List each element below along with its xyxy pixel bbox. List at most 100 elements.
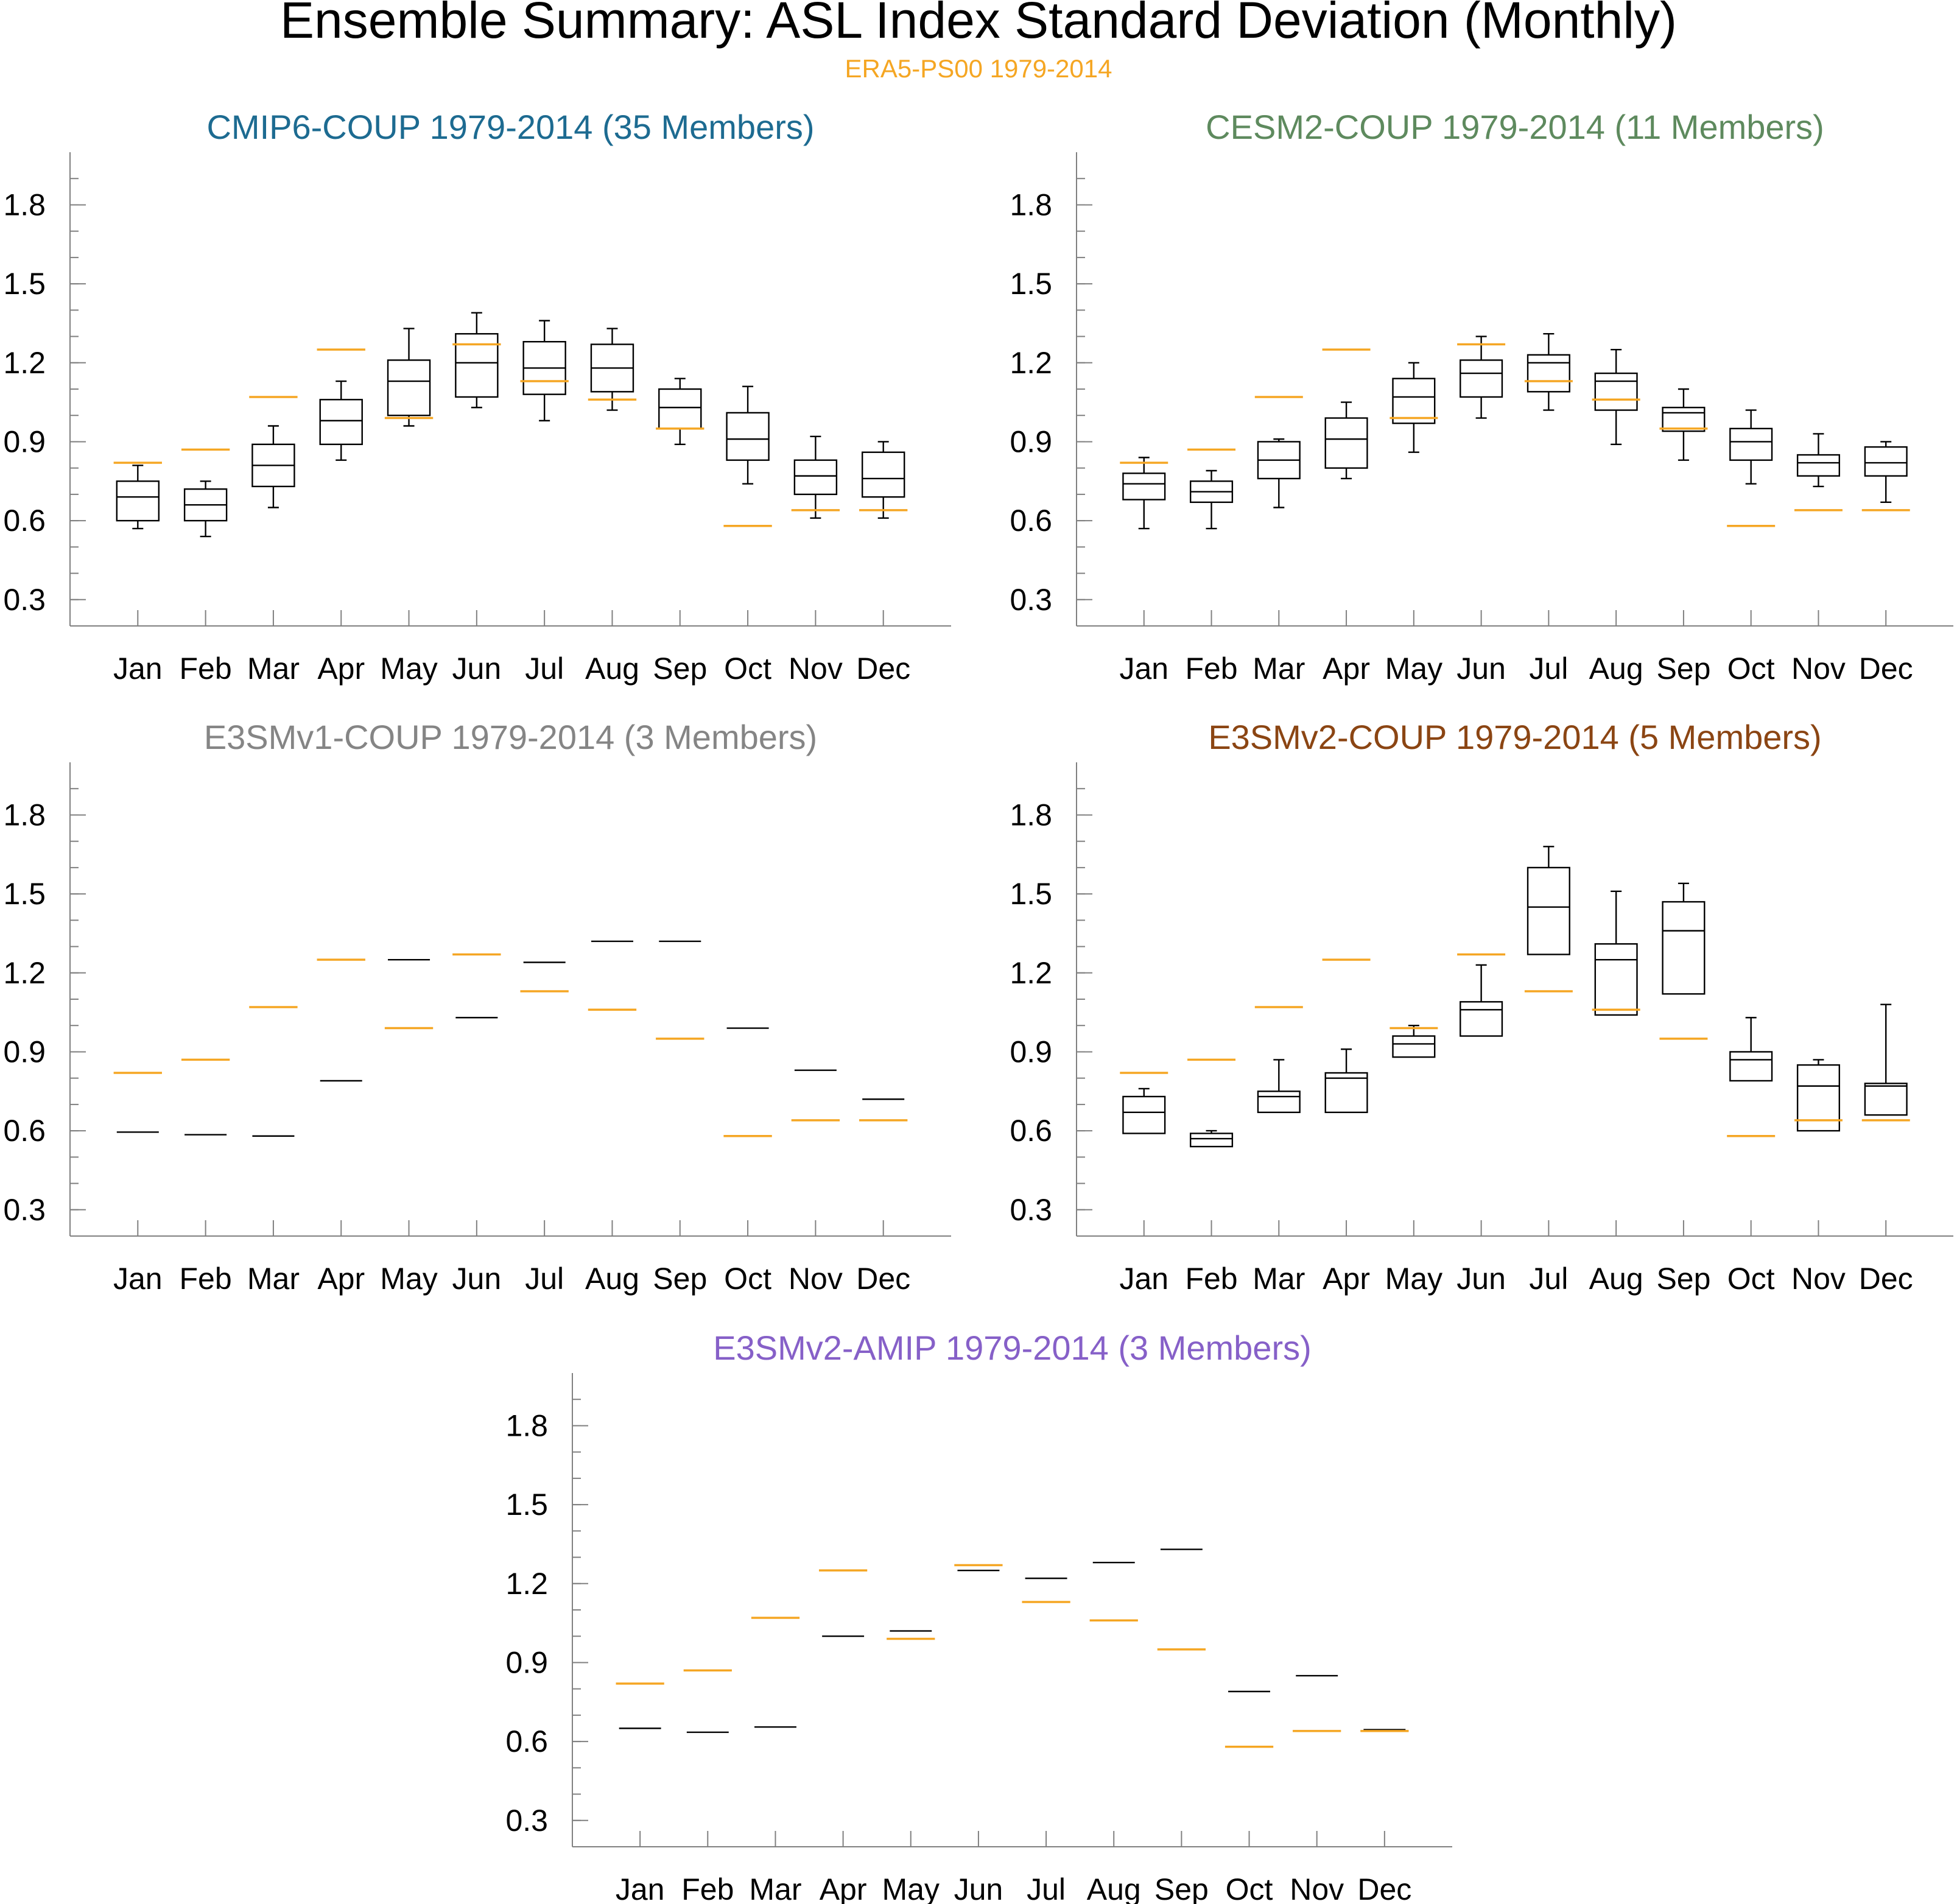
panel-3: E3SMv1-COUP 1979-2014 (3 Members) 0.3 0.6 0… bbox=[3, 718, 951, 1296]
y-tick-label: 1.5 bbox=[505, 1488, 548, 1522]
x-tick-label: Mar bbox=[749, 1872, 801, 1904]
figure-title: Ensemble Summary: ASL Index Standard Dev… bbox=[280, 0, 1677, 49]
box-iqr bbox=[116, 480, 160, 522]
box-jun bbox=[1460, 335, 1503, 419]
box-feb bbox=[1189, 469, 1234, 530]
y-tick-label: 0.3 bbox=[3, 583, 46, 617]
box-iqr bbox=[1594, 372, 1638, 411]
x-tick-label: Jul bbox=[1529, 1262, 1568, 1296]
panel-title: E3SMv1-COUP 1979-2014 (3 Members) bbox=[204, 718, 817, 756]
x-tick-label: Dec bbox=[1859, 652, 1913, 686]
box-iqr bbox=[1527, 866, 1570, 955]
x-tick-label: Apr bbox=[317, 1262, 365, 1296]
x-tick-label: Aug bbox=[585, 652, 639, 686]
x-tick-label: Nov bbox=[789, 652, 843, 686]
x-tick-label: Dec bbox=[1357, 1872, 1411, 1904]
x-tick-label: Apr bbox=[317, 652, 365, 686]
box-aug bbox=[1594, 890, 1638, 1016]
y-tick-label: 0.3 bbox=[3, 1193, 46, 1227]
box-iqr bbox=[1122, 1095, 1166, 1134]
x-tick-label: Feb bbox=[681, 1872, 734, 1904]
box-iqr bbox=[1460, 359, 1503, 398]
box-apr bbox=[1324, 1048, 1368, 1114]
x-tick-label: Jul bbox=[1027, 1872, 1066, 1904]
x-tick-label: Sep bbox=[1656, 652, 1710, 686]
box-jan bbox=[116, 465, 160, 530]
box-iqr bbox=[1864, 446, 1908, 477]
x-tick-label: Jun bbox=[452, 652, 502, 686]
y-tick-label: 1.5 bbox=[1010, 267, 1052, 301]
x-tick-label: Nov bbox=[1791, 1262, 1846, 1296]
x-tick-label: Jun bbox=[954, 1872, 1003, 1904]
y-tick-label: 0.3 bbox=[505, 1804, 548, 1838]
box-iqr bbox=[726, 412, 770, 461]
x-tick-label: Oct bbox=[724, 1262, 771, 1296]
y-tick-label: 0.6 bbox=[3, 504, 46, 538]
box-jul bbox=[1527, 846, 1570, 955]
x-tick-label: Feb bbox=[180, 652, 232, 686]
x-tick-label: Jan bbox=[1119, 652, 1168, 686]
x-tick-label: Sep bbox=[1656, 1262, 1710, 1296]
box-aug bbox=[590, 328, 634, 411]
x-tick-label: Aug bbox=[1087, 1872, 1141, 1904]
x-tick-label: Jan bbox=[1119, 1262, 1168, 1296]
box-iqr bbox=[1392, 1035, 1436, 1058]
panel-title: CMIP6-COUP 1979-2014 (35 Members) bbox=[206, 108, 814, 146]
y-tick-label: 0.6 bbox=[1010, 504, 1052, 538]
box-iqr bbox=[319, 399, 363, 445]
x-tick-label: Jun bbox=[1456, 1262, 1506, 1296]
y-tick-label: 0.3 bbox=[1010, 583, 1052, 617]
x-tick-label: Jul bbox=[525, 652, 564, 686]
x-tick-label: Feb bbox=[1185, 1262, 1237, 1296]
box-aug bbox=[1594, 348, 1638, 445]
box-sep bbox=[658, 378, 702, 445]
box-jun bbox=[1460, 964, 1503, 1037]
box-jul bbox=[1527, 333, 1570, 411]
box-may bbox=[1392, 1025, 1436, 1058]
box-iqr bbox=[1189, 1133, 1234, 1148]
box-iqr bbox=[1729, 427, 1773, 461]
x-tick-label: May bbox=[380, 652, 437, 686]
box-iqr bbox=[1392, 378, 1436, 424]
x-tick-label: Sep bbox=[653, 652, 707, 686]
y-tick-label: 1.2 bbox=[1010, 956, 1052, 990]
x-tick-label: May bbox=[1385, 652, 1442, 686]
x-tick-label: May bbox=[380, 1262, 437, 1296]
y-tick-label: 0.9 bbox=[1010, 1035, 1052, 1069]
box-iqr bbox=[1324, 417, 1368, 469]
y-tick-label: 0.6 bbox=[505, 1724, 548, 1758]
y-tick-label: 0.9 bbox=[3, 1035, 46, 1069]
x-tick-label: Oct bbox=[1727, 652, 1775, 686]
box-feb bbox=[183, 480, 228, 538]
panel-2: CESM2-COUP 1979-2014 (11 Members) 0.3 0.6 0… bbox=[1010, 108, 1953, 686]
x-tick-label: Aug bbox=[1589, 652, 1643, 686]
x-tick-label: Apr bbox=[820, 1872, 867, 1904]
y-tick-label: 1.2 bbox=[3, 346, 46, 380]
x-tick-label: Nov bbox=[1791, 652, 1846, 686]
box-nov bbox=[793, 435, 838, 519]
y-tick-label: 0.9 bbox=[3, 424, 46, 458]
x-tick-label: Oct bbox=[1727, 1262, 1775, 1296]
x-tick-label: Apr bbox=[1323, 652, 1370, 686]
box-sep bbox=[1662, 388, 1706, 461]
box-dec bbox=[1864, 1003, 1908, 1116]
box-nov bbox=[1796, 1059, 1840, 1132]
y-tick-label: 1.8 bbox=[1010, 188, 1052, 222]
x-tick-label: Jun bbox=[452, 1262, 502, 1296]
x-tick-label: Jan bbox=[113, 652, 163, 686]
panel-title: E3SMv2-AMIP 1979-2014 (3 Members) bbox=[713, 1329, 1312, 1367]
x-tick-label: Aug bbox=[1589, 1262, 1643, 1296]
box-iqr bbox=[1796, 454, 1840, 477]
y-tick-label: 1.5 bbox=[3, 267, 46, 301]
x-tick-label: May bbox=[882, 1872, 940, 1904]
box-may bbox=[1392, 362, 1436, 453]
box-feb bbox=[1189, 1129, 1234, 1148]
x-tick-label: Nov bbox=[789, 1262, 843, 1296]
box-mar bbox=[1257, 1059, 1301, 1114]
x-tick-label: Jun bbox=[1456, 652, 1506, 686]
y-tick-label: 0.9 bbox=[505, 1645, 548, 1679]
panels: CMIP6-COUP 1979-2014 (35 Members) 0.3 0.6 0… bbox=[3, 108, 1953, 1904]
box-iqr bbox=[1460, 1001, 1503, 1037]
y-tick-label: 1.8 bbox=[3, 798, 46, 832]
